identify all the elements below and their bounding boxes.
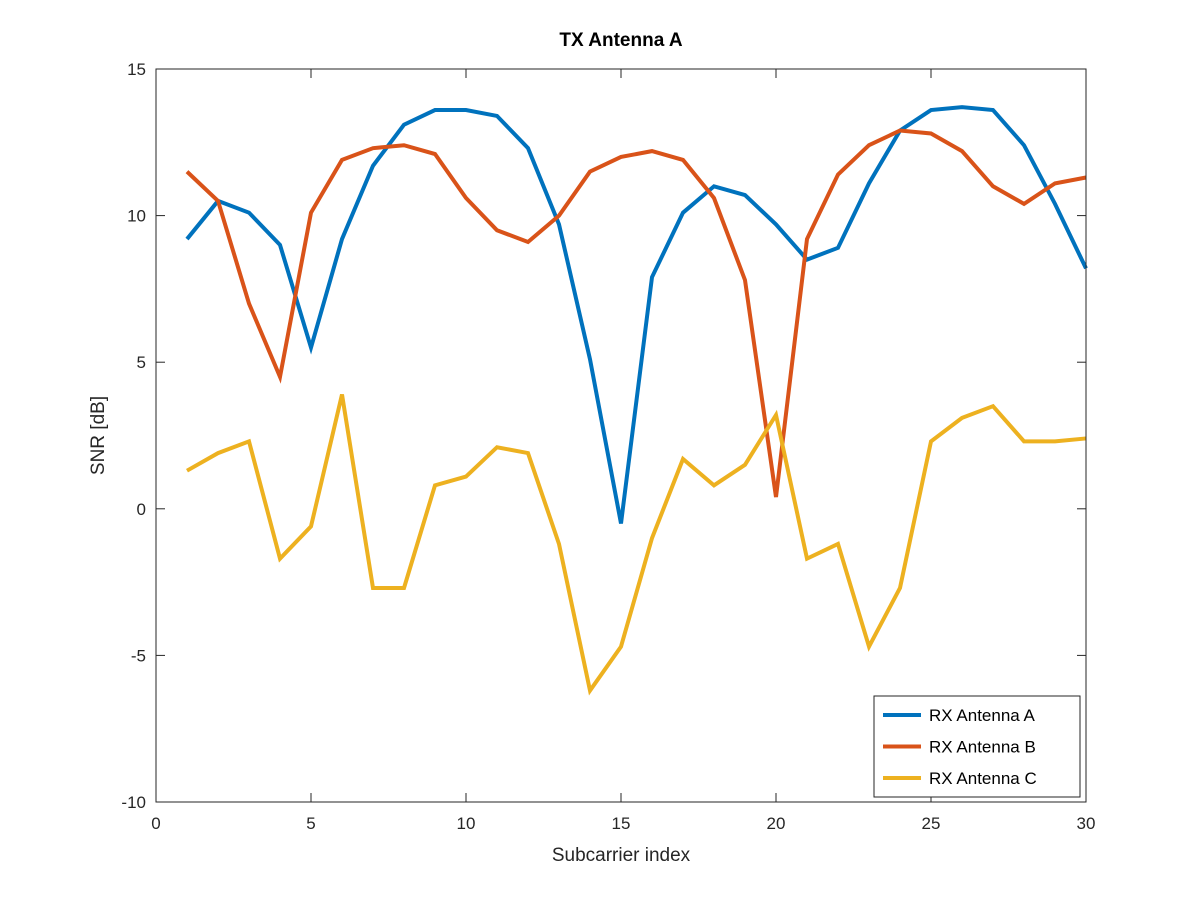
x-tick-label: 20 [767,814,786,833]
ticks-layer: 0 5 10 15 20 25 30 -10 -5 0 5 10 15 [121,60,1095,833]
plot-area [156,69,1086,802]
chart-title: TX Antenna A [559,30,682,51]
series-line-3 [186,393,1087,696]
y-tick-label: 0 [137,500,146,519]
x-tick-label: 15 [612,814,631,833]
x-tick-label: 30 [1077,814,1096,833]
y-axis-label: SNR [dB] [88,396,109,475]
x-tick-label: 0 [151,814,160,833]
y-tick-label: 5 [137,353,146,372]
y-tick-label: -10 [121,793,146,812]
x-tick-label: 25 [922,814,941,833]
series-line-2 [185,128,1087,498]
legend: RX Antenna A RX Antenna B RX Antenna C [873,695,1081,798]
legend-label-1: RX Antenna A [929,706,1036,725]
x-tick-label: 5 [306,814,315,833]
series-layer [185,105,1088,696]
series-line-1 [185,105,1088,524]
legend-label-2: RX Antenna B [929,738,1036,757]
x-tick-label: 10 [457,814,476,833]
x-axis-label: Subcarrier index [552,845,691,866]
legend-label-3: RX Antenna C [929,769,1037,788]
y-tick-label: 10 [127,207,146,226]
y-tick-label: -5 [131,646,146,665]
y-tick-label: 15 [127,60,146,79]
